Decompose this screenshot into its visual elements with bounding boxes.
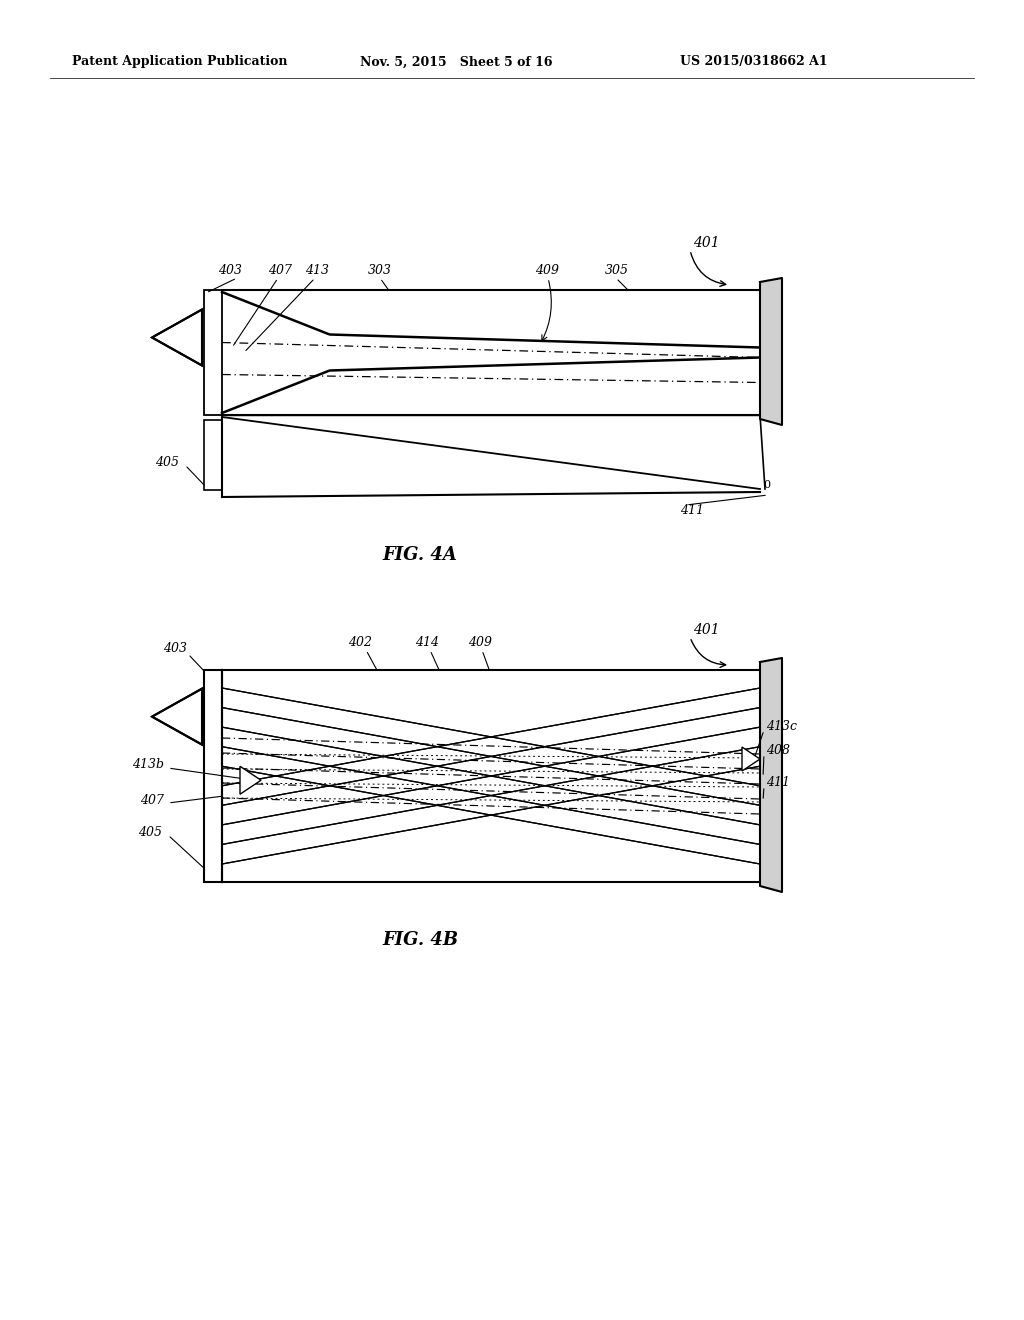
Text: FIG. 4B: FIG. 4B [382,931,458,949]
Polygon shape [152,309,202,366]
Bar [204,671,222,882]
Polygon shape [760,279,782,425]
Text: 407: 407 [268,264,292,276]
Text: 413c: 413c [766,719,797,733]
Polygon shape [742,747,760,771]
Text: 405: 405 [138,825,162,838]
Polygon shape [760,657,782,892]
Text: 408: 408 [766,743,790,756]
Text: 0: 0 [763,480,770,490]
Polygon shape [152,689,202,744]
Text: 409: 409 [535,264,559,276]
Text: 405: 405 [155,455,179,469]
Text: Patent Application Publication: Patent Application Publication [72,55,288,69]
Text: 413: 413 [305,264,329,276]
Text: US 2015/0318662 A1: US 2015/0318662 A1 [680,55,827,69]
Polygon shape [240,766,261,795]
Text: 303: 303 [368,264,392,276]
Text: 411: 411 [766,776,790,788]
Text: 305: 305 [605,264,629,276]
Text: 402: 402 [348,636,372,649]
Text: 407: 407 [140,793,164,807]
Text: 403: 403 [163,642,187,655]
Text: 413b: 413b [132,758,164,771]
Text: 403: 403 [218,264,242,276]
Text: 409: 409 [468,636,492,649]
Bar [204,290,222,414]
Bar [204,420,222,490]
Text: Nov. 5, 2015   Sheet 5 of 16: Nov. 5, 2015 Sheet 5 of 16 [360,55,553,69]
Text: 401: 401 [693,623,720,638]
Text: 414: 414 [415,636,439,649]
Text: 401: 401 [693,236,720,249]
Text: FIG. 4A: FIG. 4A [383,546,458,564]
Text: 411: 411 [680,503,705,516]
